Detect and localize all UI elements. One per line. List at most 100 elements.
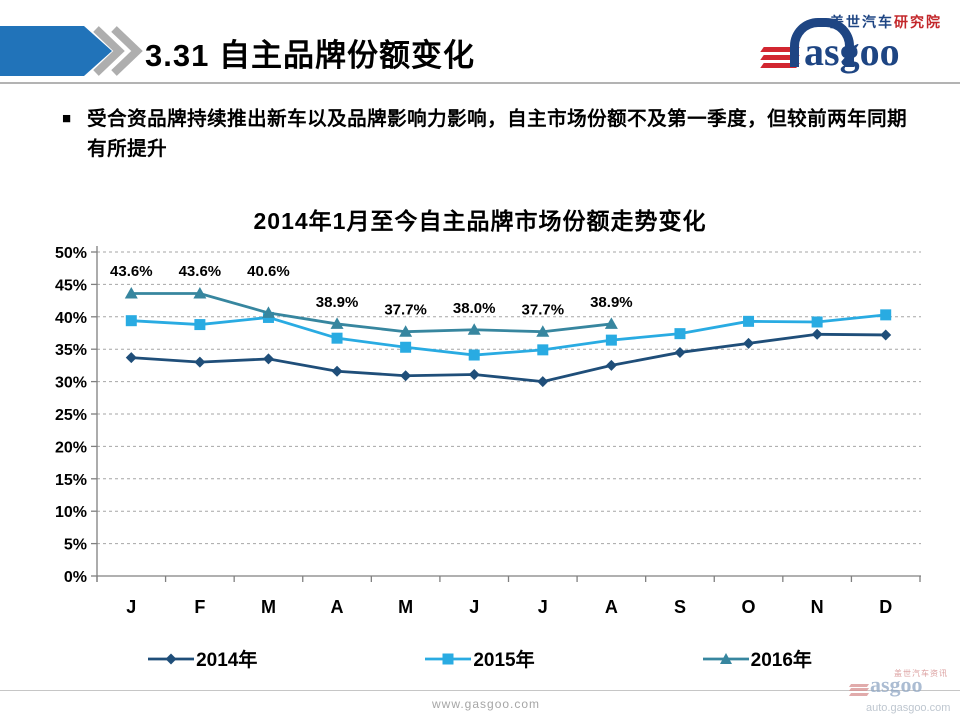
x-tick-label: A	[605, 597, 618, 617]
x-tick-label: J	[469, 597, 479, 617]
header-arrow-icon	[0, 26, 143, 76]
series-line	[131, 292, 612, 334]
square-marker-icon	[537, 344, 549, 356]
y-tick-label: 45%	[55, 277, 87, 294]
square-marker-icon	[811, 316, 823, 328]
logo-wordmark: asgoo	[804, 29, 900, 74]
legend-label: 2015年	[473, 650, 535, 671]
x-tick-label: F	[194, 597, 205, 617]
footer-logo-cn-text: 盖世汽车资讯	[894, 669, 948, 678]
square-marker-icon	[674, 328, 686, 340]
triangle-marker-icon	[193, 286, 207, 299]
diamond-marker-icon	[400, 370, 412, 382]
bullet-text: 受合资品牌持续推出新车以及品牌影响力影响，自主市场份额不及第一季度，但较前两年同…	[87, 108, 908, 160]
legend-label: 2014年	[196, 650, 258, 671]
x-tick-label: M	[398, 597, 413, 617]
line-chart: 0% 5% 10% 15% 20% 25% 30% 35% 40% 45% 50% J F M A M J J A S…	[55, 245, 921, 617]
data-label: 37.7%	[384, 302, 427, 319]
diamond-marker-icon	[537, 376, 549, 388]
diamond-marker-icon	[605, 359, 617, 371]
bullet-block: ■ 受合资品牌持续推出新车以及品牌影响力影响，自主市场份额不及第一季度，但较前两…	[62, 104, 910, 164]
legend-label: 2016年	[750, 650, 812, 671]
triangle-marker-icon	[604, 317, 618, 329]
data-label: 37.7%	[522, 302, 565, 319]
page-title: 3.31 自主品牌份额变化	[145, 38, 475, 73]
y-tick-label: 30%	[55, 375, 87, 392]
header-arrow-shape	[0, 26, 112, 76]
y-tick-label: 10%	[55, 504, 87, 521]
x-tick-label: S	[674, 597, 686, 617]
series-2016年: 43.6% 43.6% 40.6% 38.9% 37.7% 38.0% 37.7% 38.9%	[110, 263, 633, 337]
y-tick-label: 50%	[55, 245, 87, 262]
logo-cn-red: 研究院	[894, 14, 942, 30]
diamond-marker-icon	[674, 346, 686, 358]
footer-logo-wordmark: asgoo	[870, 672, 923, 697]
triangle-marker-icon	[330, 317, 344, 329]
footer-divider	[0, 690, 960, 691]
diamond-marker-icon	[743, 337, 755, 349]
y-tick-label: 5%	[64, 537, 87, 554]
footer-right-url: auto.gasgoo.com	[866, 702, 951, 714]
square-marker-icon	[331, 332, 343, 344]
x-tick-label: D	[879, 597, 892, 617]
diamond-marker-icon	[811, 328, 823, 340]
x-tick-label: N	[811, 597, 824, 617]
header-chevron-icon	[111, 26, 143, 76]
y-tick-label: 20%	[55, 439, 87, 456]
y-tick-label: 0%	[64, 569, 87, 586]
footer-url: www.gasgoo.com	[432, 697, 541, 711]
x-tick-label: M	[261, 597, 276, 617]
x-tick-label: O	[742, 597, 756, 617]
legend-marker-icon	[148, 653, 195, 664]
square-marker-icon	[194, 319, 206, 331]
square-marker-icon	[400, 341, 412, 353]
footer-logo-stripes-icon	[848, 682, 870, 697]
y-tick-label: 15%	[55, 472, 87, 489]
data-label: 43.6%	[110, 263, 153, 280]
x-tick-label: J	[126, 597, 136, 617]
y-tick-label: 40%	[55, 310, 87, 327]
data-label: 38.9%	[590, 294, 633, 311]
bullet-square-icon: ■	[62, 110, 72, 127]
gridlines	[97, 251, 921, 545]
header-chevron-icon	[93, 26, 125, 76]
diamond-marker-icon	[194, 356, 206, 368]
legend-item-2015年: 2015年	[425, 645, 535, 672]
triangle-marker-icon	[124, 286, 138, 299]
footer-gasgoo-logo: 盖世汽车资讯 asgoo auto.gasgoo.com	[844, 666, 954, 718]
triangle-marker-icon	[261, 306, 275, 318]
legend-item-2014年: 2014年	[148, 645, 257, 672]
y-axis-labels: 0% 5% 10% 15% 20% 25% 30% 35% 40% 45% 50%	[55, 245, 87, 586]
header-divider	[0, 82, 960, 84]
data-label: 43.6%	[179, 263, 222, 280]
diamond-marker-icon	[331, 365, 343, 377]
chart-legend: 2014年 2015年 2016年	[0, 645, 960, 672]
logo-g-arc-icon	[790, 18, 854, 67]
x-tick-label: J	[538, 597, 548, 617]
legend-marker-icon	[702, 652, 749, 664]
square-marker-icon	[880, 309, 892, 321]
diamond-marker-icon	[468, 368, 480, 380]
diamond-marker-icon	[880, 329, 892, 341]
x-tick-label: A	[331, 597, 344, 617]
legend-marker-icon	[425, 653, 472, 664]
series-line	[131, 313, 886, 357]
data-label: 40.6%	[247, 263, 290, 280]
triangle-marker-icon	[467, 323, 481, 335]
series-2014年	[125, 328, 892, 388]
y-tick-label: 35%	[55, 342, 87, 359]
square-marker-icon	[743, 315, 755, 327]
diamond-marker-icon	[262, 353, 274, 365]
square-marker-icon	[605, 334, 617, 346]
chart-title: 2014年1月至今自主品牌市场份额走势变化	[253, 208, 707, 234]
triangle-marker-icon	[399, 325, 413, 337]
gasgoo-logo: 盖世汽车研究院 asgoo	[756, 10, 946, 78]
legend-item-2016年: 2016年	[702, 645, 812, 672]
triangle-marker-icon	[536, 325, 550, 337]
series-line	[131, 332, 886, 384]
diamond-marker-icon	[125, 352, 137, 364]
axes	[91, 246, 921, 582]
square-marker-icon	[125, 315, 137, 327]
